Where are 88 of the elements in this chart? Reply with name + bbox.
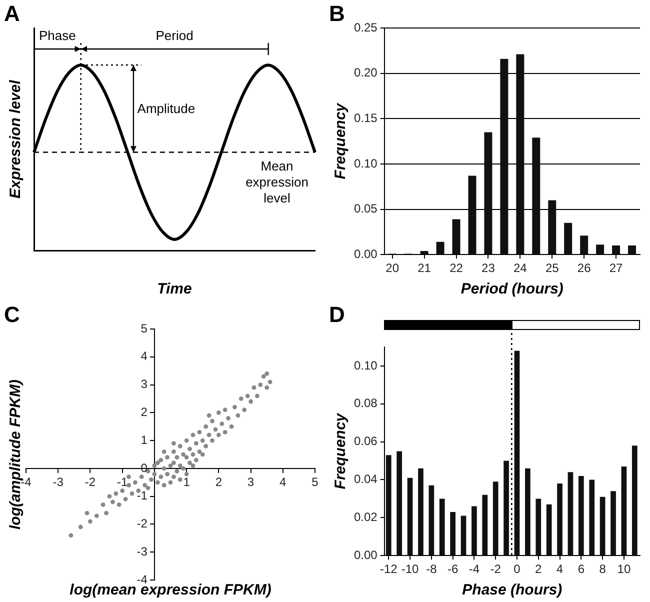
y-axis-title: log(amplitude FPKM)	[7, 380, 24, 530]
x-tick-label: 24	[513, 261, 528, 276]
text: Phase	[38, 28, 76, 44]
bar	[460, 516, 466, 556]
x-tick-label: -4	[468, 562, 480, 576]
y-axis-title: Expression level	[7, 79, 24, 199]
text: Period	[156, 28, 194, 44]
x-tick-label: 3	[247, 474, 254, 489]
x-tick-label: 6	[578, 562, 585, 576]
x-tick-label: 0	[514, 562, 521, 576]
bar	[557, 484, 562, 556]
x-tick-label: 25	[545, 261, 560, 276]
bar	[514, 350, 520, 556]
y-tick-label: 3	[140, 377, 148, 392]
y-tick-label: 0.02	[354, 510, 378, 524]
x-tick-label: 27	[609, 261, 624, 276]
x-tick-label: 23	[482, 261, 496, 276]
bar	[546, 504, 552, 556]
bar	[439, 498, 445, 556]
bar	[632, 446, 638, 556]
x-tick-label: 26	[577, 261, 592, 276]
x-tick-label: -12	[380, 562, 398, 576]
y-tick-label: 4	[140, 349, 148, 364]
x-axis-title: Period (hours)	[460, 280, 564, 298]
chart-title: B	[329, 1, 345, 26]
y-tick-label: -4	[136, 572, 148, 586]
y-tick-label: 5	[140, 321, 148, 336]
bar	[536, 498, 542, 556]
y-tick-label: 0.04	[354, 472, 378, 486]
bar	[472, 506, 477, 556]
chart-title: A	[4, 1, 20, 26]
x-tick-label: 5	[312, 474, 319, 489]
bar	[568, 472, 574, 556]
chart-title: D	[329, 302, 345, 328]
x-tick-label: 4	[280, 474, 287, 489]
bar	[418, 468, 424, 556]
y-tick-label: 0.10	[354, 358, 378, 372]
y-tick-label: 0.06	[354, 434, 378, 448]
bar	[482, 494, 488, 556]
y-tick-label: 0.00	[354, 548, 378, 562]
x-tick-label: -6	[447, 562, 458, 576]
y-axis-title: Frequency	[332, 102, 350, 180]
y-tick-label: 1	[140, 432, 148, 447]
y-tick-label: -3	[136, 544, 148, 558]
x-tick-label: 2	[215, 474, 222, 489]
y-tick-label: 2	[140, 404, 148, 419]
bar	[492, 482, 498, 556]
bar	[578, 476, 584, 556]
bar	[600, 496, 606, 556]
bar	[386, 455, 392, 556]
x-tick-label: 8	[599, 562, 606, 576]
x-tick-label: 22	[450, 261, 464, 276]
x-axis-title: Time	[157, 280, 192, 298]
x-tick-label: -10	[401, 562, 420, 576]
annotation: Amplitude	[137, 100, 196, 116]
bar	[525, 468, 530, 556]
bar	[450, 512, 456, 556]
bar	[396, 451, 402, 556]
x-tick-label: -2	[490, 562, 502, 576]
chart-title: C	[4, 302, 20, 328]
x-tick-label: 1	[183, 474, 190, 489]
x-tick-label: -1	[116, 474, 128, 489]
y-tick-label: 0.05	[354, 202, 378, 216]
y-tick-label: 0.10	[354, 156, 378, 170]
y-tick-label: 0.15	[354, 110, 378, 125]
y-tick-label: 0.25	[354, 20, 378, 34]
x-axis-title: Phase (hours)	[462, 582, 562, 599]
ref-line-label: Mean expression level	[246, 158, 308, 206]
x-tick-label: -2	[84, 474, 96, 489]
y-tick-label: -2	[136, 516, 148, 531]
bar	[407, 478, 413, 556]
y-tick-label: 0.20	[354, 66, 378, 80]
x-tick-label: -8	[426, 562, 438, 576]
bar	[504, 460, 509, 556]
bar	[610, 491, 616, 556]
y-axis-title: Frequency	[332, 412, 350, 490]
y-tick-label: 0.00	[354, 246, 378, 261]
x-tick-label: 2	[535, 562, 542, 576]
x-tick-label: 10	[617, 562, 631, 576]
x-tick-label: 4	[556, 562, 564, 576]
x-tick-label: 20	[386, 261, 400, 276]
bar	[621, 466, 627, 556]
bar	[589, 480, 595, 556]
x-tick-label: -3	[52, 474, 64, 489]
bar	[428, 485, 434, 556]
x-tick-label: 21	[418, 261, 432, 276]
y-tick-label: -1	[136, 488, 148, 503]
y-tick-label: 0.08	[354, 396, 378, 410]
